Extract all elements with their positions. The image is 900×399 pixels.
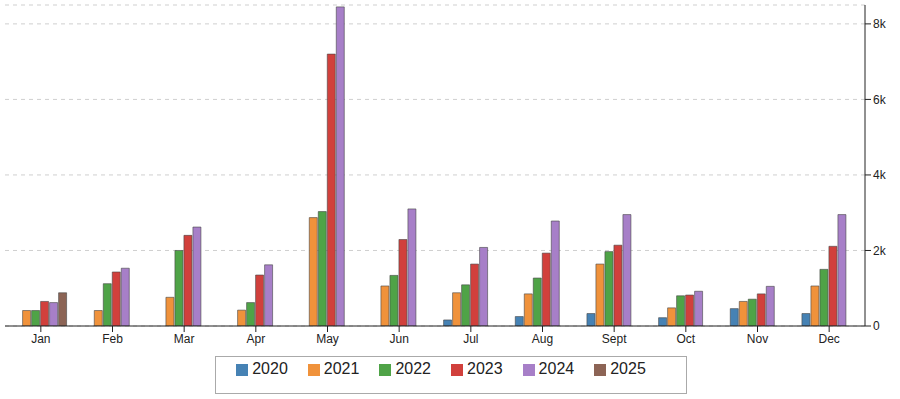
html-text:2025: 2025 <box>610 360 646 377</box>
html-text:2024: 2024 <box>538 360 575 377</box>
svg-text:May: May <box>316 332 339 346</box>
svg-text:Aug: Aug <box>532 332 553 346</box>
svg-text:Sept: Sept <box>602 332 627 346</box>
html-text:2021: 2021 <box>323 360 360 377</box>
svg-text:8k: 8k <box>873 17 887 31</box>
svg-text:Feb: Feb <box>102 332 123 346</box>
svg-text:Nov: Nov <box>747 332 768 346</box>
svg-text:Dec: Dec <box>818 332 839 346</box>
svg-text:Jan: Jan <box>31 332 50 346</box>
svg-text:Jul: Jul <box>463 332 478 346</box>
html-text:2022: 2022 <box>395 360 431 377</box>
svg-text:Apr: Apr <box>246 332 265 346</box>
svg-text:4k: 4k <box>873 168 887 182</box>
svg-text:0: 0 <box>873 319 880 333</box>
svg-text:Jun: Jun <box>389 332 408 346</box>
svg-text:Mar: Mar <box>174 332 195 346</box>
html-text:2020: 2020 <box>252 360 288 377</box>
svg-text:Oct: Oct <box>676 332 695 346</box>
svg-text:2k: 2k <box>873 244 887 258</box>
html-text:2023: 2023 <box>467 360 503 377</box>
svg-text:6k: 6k <box>873 93 887 107</box>
